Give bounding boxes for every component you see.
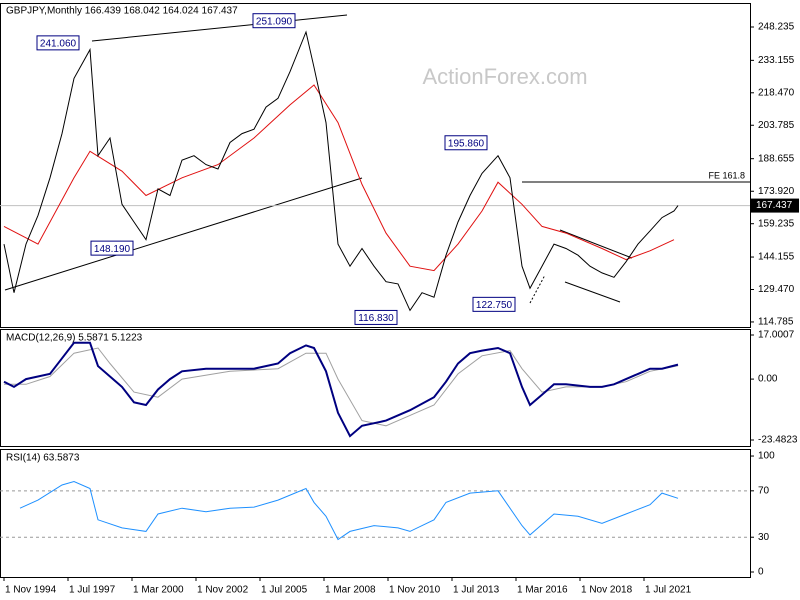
- annotation-label: 122.750: [476, 300, 513, 311]
- y-tick-label: 17.0007: [758, 330, 795, 341]
- last-price-label: 167.437: [756, 200, 793, 211]
- trend-line: [529, 274, 546, 304]
- x-tick-label: 1 Jul 1997: [69, 585, 116, 596]
- annotation-label: 195.860: [448, 138, 485, 149]
- panel-title: GBPJPY,Monthly 166.439 168.042 164.024 1…: [6, 6, 238, 17]
- y-tick-label: 218.470: [758, 87, 795, 98]
- annotation-box: [36, 35, 80, 51]
- rsi-panel: [0, 449, 751, 578]
- y-tick-label: 173.920: [758, 186, 795, 197]
- series-line: [4, 347, 679, 427]
- annotation-box: [444, 135, 488, 151]
- annotation-label: 241.060: [40, 39, 77, 50]
- annotation-label: 251.090: [256, 16, 293, 27]
- x-tick-label: 1 Nov 1994: [5, 585, 57, 596]
- annotation-box: [90, 240, 134, 256]
- x-tick-label: 1 Nov 2018: [581, 585, 633, 596]
- x-tick-label: 1 Nov 2002: [197, 585, 249, 596]
- y-tick-label: 0.00: [758, 374, 778, 385]
- y-tick-label: 233.155: [758, 55, 795, 66]
- y-tick-label: 70: [758, 485, 770, 496]
- trend-line: [559, 229, 633, 259]
- y-tick-label: 144.155: [758, 252, 795, 263]
- series-line: [3, 84, 675, 272]
- watermark: ActionForex.com: [422, 64, 587, 89]
- x-tick-label: 1 Mar 2000: [133, 585, 184, 596]
- y-tick-label: 159.235: [758, 218, 795, 229]
- y-tick-label: -23.4823: [758, 435, 798, 446]
- x-tick-label: 1 Jul 2013: [453, 585, 500, 596]
- annotation-box: [252, 13, 296, 29]
- x-tick-label: 1 Nov 2010: [389, 585, 441, 596]
- y-tick-label: 203.785: [758, 120, 795, 131]
- y-tick-label: 114.785: [758, 317, 794, 328]
- trend-line: [4, 177, 363, 291]
- y-tick-label: 30: [758, 532, 770, 543]
- annotation-label: 116.830: [358, 313, 394, 324]
- y-tick-label: 129.470: [758, 284, 795, 295]
- x-tick-label: 1 Mar 2016: [517, 585, 568, 596]
- y-tick-label: 248.235: [758, 22, 795, 33]
- annotation-box: [354, 309, 398, 325]
- y-tick-label: 100: [758, 451, 775, 462]
- panel-title: RSI(14) 63.5873: [6, 453, 80, 464]
- panel-title: MACD(12,26,9) 5.5871 5.1223: [6, 333, 143, 344]
- series-line: [3, 30, 679, 312]
- x-tick-label: 1 Mar 2008: [325, 585, 376, 596]
- last-price-tag: [751, 198, 799, 213]
- series-line: [3, 341, 679, 438]
- annotation-box: [472, 296, 516, 312]
- x-tick-label: 1 Jul 2021: [645, 585, 692, 596]
- annotation-label: 148.190: [94, 244, 131, 255]
- series-line: [19, 480, 679, 541]
- trend-line: [564, 281, 621, 303]
- macd-panel: [0, 329, 751, 447]
- y-tick-label: 188.655: [758, 153, 795, 164]
- trend-line: [91, 14, 348, 42]
- x-tick-label: 1 Jul 2005: [261, 585, 308, 596]
- y-tick-label: 0: [758, 567, 764, 578]
- fe-label: FE 161.8: [708, 170, 745, 180]
- price-panel: [0, 3, 751, 328]
